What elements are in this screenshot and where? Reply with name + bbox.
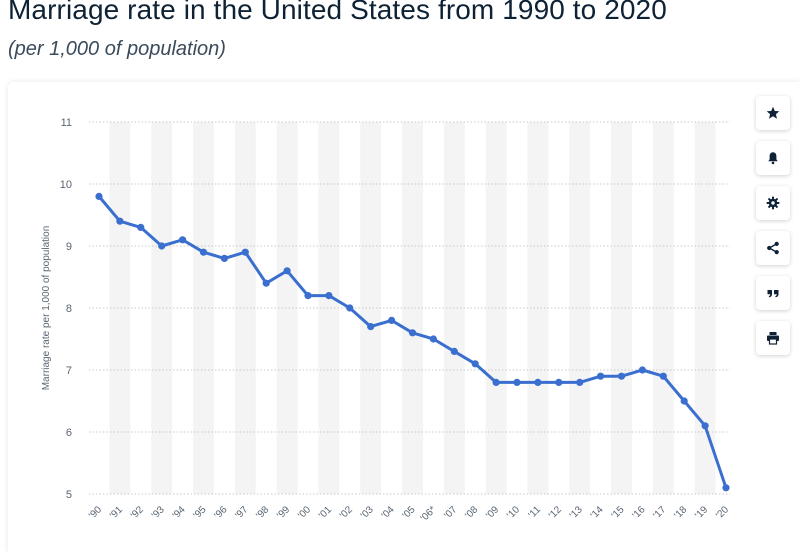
star-icon	[766, 106, 780, 119]
data-point	[555, 378, 563, 386]
y-tick-label: 5	[66, 489, 72, 501]
y-tick-label: 8	[66, 303, 72, 315]
data-point	[722, 484, 730, 492]
page-subtitle: (per 1,000 of population)	[8, 38, 226, 60]
data-point	[513, 378, 521, 386]
cite-button[interactable]	[756, 276, 790, 310]
data-point	[325, 292, 333, 300]
data-point	[262, 279, 270, 287]
x-tick-label: '98	[254, 504, 271, 521]
x-tick-label: '04	[380, 504, 397, 521]
data-point	[450, 347, 458, 355]
x-tick-label: '92	[129, 504, 146, 521]
data-point	[701, 422, 709, 430]
x-tick-label: '91	[108, 504, 125, 521]
data-point	[388, 316, 396, 324]
data-point	[220, 254, 228, 262]
x-tick-label: '99	[275, 504, 292, 521]
x-tick-label: '05	[401, 504, 418, 521]
x-tick-label: '10	[505, 504, 522, 521]
background-band	[234, 122, 256, 494]
x-tick-label: '90	[87, 504, 104, 521]
favorite-button[interactable]	[756, 96, 790, 130]
y-tick-label: 7	[66, 365, 72, 377]
x-tick-label: '96	[213, 504, 230, 521]
x-tick-label: '95	[192, 504, 209, 521]
data-point	[617, 372, 626, 380]
bell-icon	[768, 152, 778, 165]
notification-button[interactable]	[756, 141, 790, 175]
y-tick-label: 10	[60, 179, 72, 191]
x-tick-label: '17	[651, 504, 668, 521]
x-tick-label: '13	[568, 504, 585, 521]
data-point	[659, 372, 667, 380]
background-band	[193, 122, 214, 494]
x-tick-label: '18	[672, 504, 689, 521]
chart-toolbar	[756, 96, 792, 366]
x-tick-label: '97	[233, 504, 250, 521]
background-band	[109, 122, 131, 494]
data-point	[241, 248, 249, 256]
x-tick-label: '01	[317, 504, 334, 521]
share-button[interactable]	[756, 231, 790, 265]
background-band	[360, 122, 382, 494]
x-tick-label: '07	[442, 504, 459, 521]
data-point	[116, 217, 124, 225]
data-point	[429, 335, 437, 343]
x-tick-label: '16	[631, 504, 648, 521]
x-tick-label: '03	[359, 504, 376, 521]
share-icon	[767, 241, 779, 255]
data-point	[95, 192, 103, 200]
data-point	[179, 236, 187, 244]
data-point	[680, 397, 688, 405]
x-tick-label: '08	[463, 504, 480, 521]
background-band	[151, 122, 173, 494]
data-point	[199, 248, 208, 256]
x-tick-label: '06*	[419, 504, 439, 524]
x-tick-label: '12	[547, 504, 564, 521]
data-point	[576, 378, 584, 386]
data-point	[304, 292, 312, 300]
y-axis-label: Marriage rate per 1,000 of population	[41, 226, 52, 391]
data-point	[367, 323, 375, 331]
settings-button[interactable]	[756, 186, 790, 220]
x-tick-label: '11	[527, 504, 544, 521]
y-tick-label: 6	[66, 427, 72, 439]
quote-icon	[767, 290, 779, 298]
data-point	[638, 366, 647, 374]
x-tick-label: '14	[589, 504, 606, 521]
gear-icon	[766, 196, 780, 210]
data-point	[408, 329, 417, 337]
x-tick-label: '19	[693, 504, 710, 521]
x-tick-label: '00	[296, 504, 313, 521]
printer-icon	[767, 332, 779, 345]
x-tick-label: '20	[714, 504, 731, 521]
data-point	[137, 223, 145, 231]
y-tick-label: 11	[61, 117, 72, 129]
background-band	[276, 122, 298, 494]
x-tick-label: '09	[484, 504, 501, 521]
x-tick-label: '02	[338, 504, 355, 521]
data-point	[158, 242, 166, 250]
page-title: Marriage rate in the United States from …	[8, 0, 667, 25]
background-band	[318, 122, 340, 494]
x-tick-label: '94	[171, 504, 188, 521]
x-tick-label: '15	[610, 504, 627, 521]
data-point	[283, 267, 291, 275]
data-point	[471, 360, 479, 368]
data-point	[534, 378, 542, 386]
data-point	[492, 378, 500, 386]
y-tick-label: 9	[66, 241, 72, 253]
data-point	[346, 304, 354, 312]
print-button[interactable]	[756, 321, 790, 355]
data-point	[597, 372, 605, 380]
x-tick-label: '93	[150, 504, 167, 521]
